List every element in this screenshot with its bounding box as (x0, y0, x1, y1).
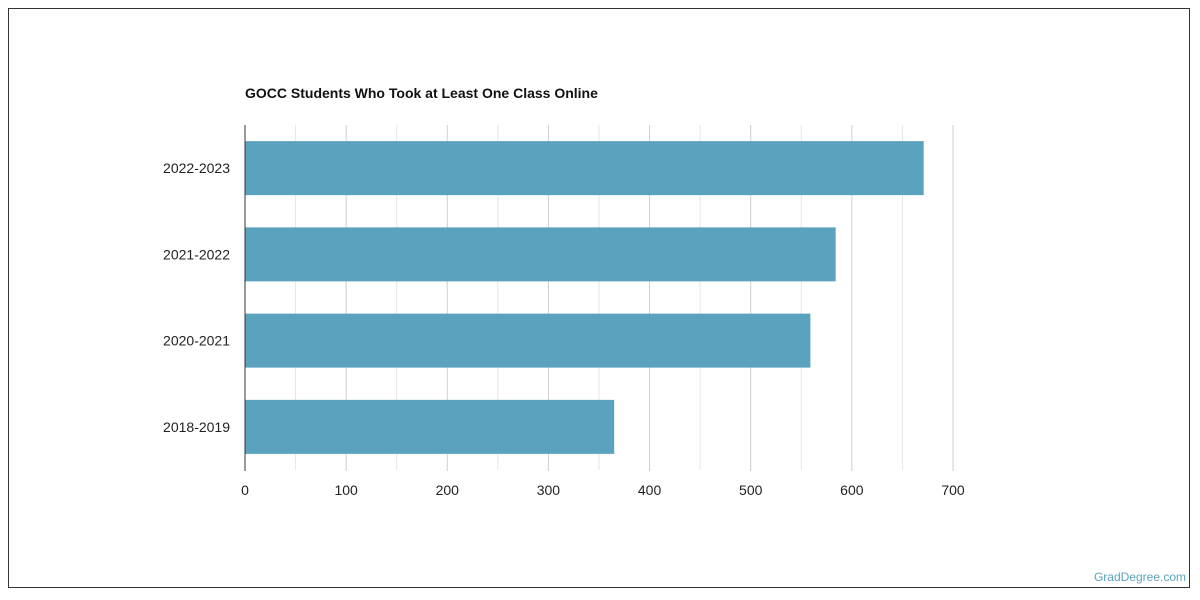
bar-2021-2022 (245, 227, 836, 282)
labels: 2022-2023 2021-2022 2020-2021 2018-2019 0 100… (163, 160, 965, 498)
x-tick-label: 700 (941, 482, 965, 498)
bar-2020-2021 (245, 313, 811, 368)
x-tick-label: 0 (241, 482, 249, 498)
bars (245, 141, 924, 454)
category-label: 2022-2023 (163, 160, 230, 176)
chart-title: GOCC Students Who Took at Least One Clas… (245, 85, 598, 101)
x-tick-label: 300 (537, 482, 561, 498)
x-tick-label: 100 (334, 482, 358, 498)
bar-2018-2019 (245, 399, 615, 454)
x-tick-label: 600 (840, 482, 864, 498)
x-tick-label: 400 (638, 482, 662, 498)
x-tick-label: 500 (739, 482, 763, 498)
x-tick-label: 200 (436, 482, 460, 498)
bar-2022-2023 (245, 141, 924, 196)
category-label: 2021-2022 (163, 246, 230, 262)
category-label: 2020-2021 (163, 333, 230, 349)
watermark-link[interactable]: GradDegree.com (1093, 570, 1186, 584)
category-label: 2018-2019 (163, 419, 230, 435)
